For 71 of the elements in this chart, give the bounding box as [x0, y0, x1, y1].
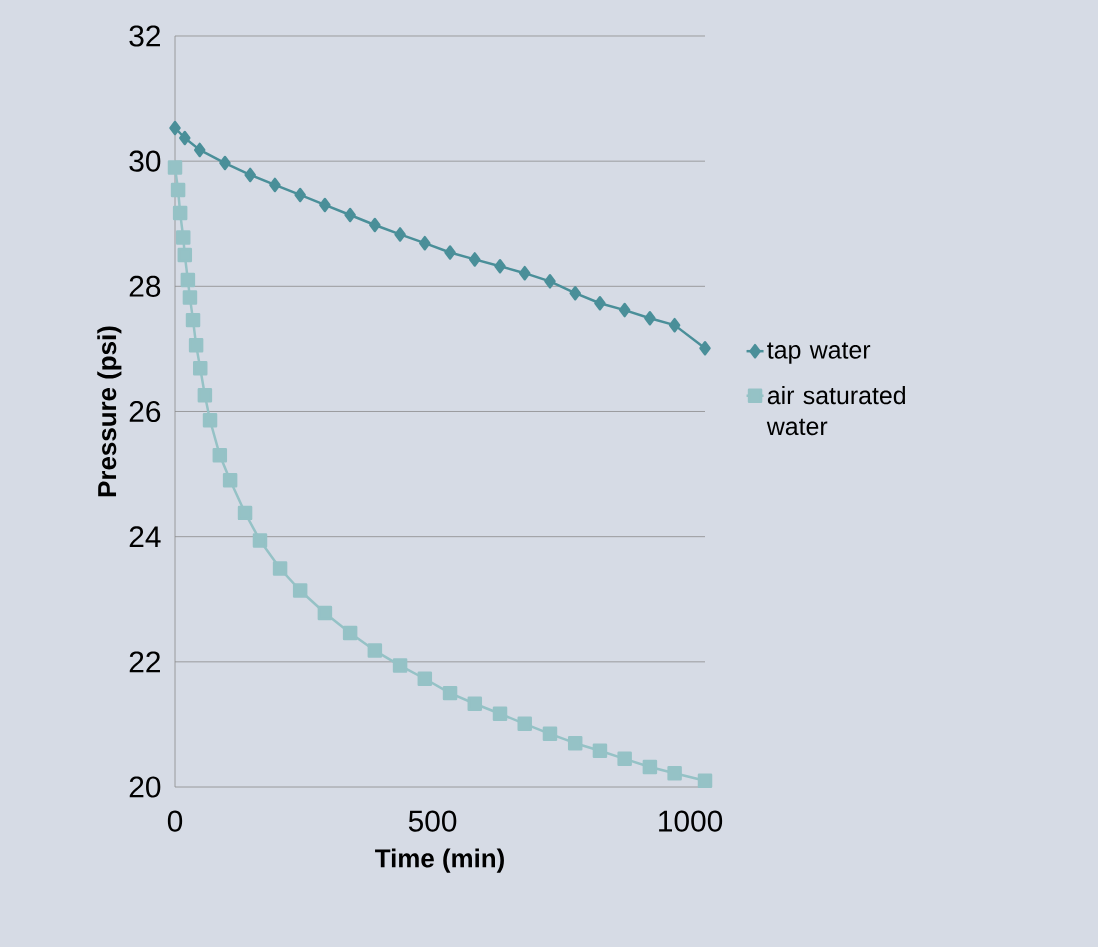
point: [188, 337, 204, 353]
point: [167, 160, 183, 175]
point: [667, 765, 682, 781]
point: [542, 726, 558, 742]
point: [594, 295, 606, 311]
point: [319, 197, 331, 213]
y-tick-label: 20: [129, 776, 161, 798]
point: [419, 235, 431, 251]
point: [668, 317, 681, 333]
legend-label: tap water: [767, 342, 871, 364]
y-tick-label: 24: [129, 526, 161, 548]
point: [392, 658, 408, 673]
point: [252, 533, 268, 548]
point: [417, 671, 433, 686]
point: [442, 685, 458, 701]
point: [197, 387, 213, 403]
point: [244, 167, 256, 183]
point: [193, 142, 206, 158]
x-tick-label: 500: [408, 810, 457, 832]
point: [292, 583, 308, 598]
point: [272, 561, 288, 576]
point: [222, 473, 238, 488]
point: [518, 265, 531, 281]
point: [192, 361, 208, 376]
point: [294, 187, 306, 203]
point: [567, 735, 583, 751]
point: [618, 302, 631, 318]
point: [182, 290, 198, 305]
y-tick-label: 28: [129, 275, 161, 297]
point: [642, 759, 658, 775]
x-tick-label: 1000: [659, 810, 723, 832]
point: [180, 272, 196, 288]
point: [494, 259, 506, 274]
point: [699, 341, 711, 356]
point: [697, 773, 713, 788]
point: [317, 605, 333, 621]
x-tick-label: 0: [167, 810, 183, 832]
point: [444, 245, 456, 260]
point: [569, 285, 581, 301]
point: [219, 155, 231, 171]
point: [177, 247, 193, 263]
point: [394, 227, 406, 242]
point: [492, 706, 508, 722]
point: [179, 130, 191, 146]
y-tick-label: 26: [129, 400, 161, 423]
point: [369, 217, 381, 233]
legend-label: air saturated water: [766, 385, 905, 436]
point: [169, 120, 181, 136]
point: [644, 310, 656, 326]
point: [367, 643, 383, 658]
y-tick-label: 30: [129, 150, 161, 172]
point: [185, 312, 201, 328]
point: [237, 505, 253, 521]
point: [517, 716, 532, 732]
point: [617, 751, 632, 767]
point: [170, 182, 186, 198]
point: [269, 177, 281, 193]
y-tick-label: 22: [129, 651, 160, 673]
y-tick-label: 32: [129, 25, 160, 47]
point: [592, 743, 608, 758]
point: [469, 252, 481, 267]
point: [175, 230, 191, 245]
point: [172, 205, 188, 221]
point: [344, 207, 356, 223]
point: [202, 413, 218, 428]
point: [467, 696, 483, 712]
point: [342, 625, 358, 641]
point: [544, 274, 556, 289]
point: [212, 448, 228, 463]
x-axis-title: Time (min): [375, 848, 504, 873]
y-axis-title: Pressure (psi): [97, 326, 122, 497]
